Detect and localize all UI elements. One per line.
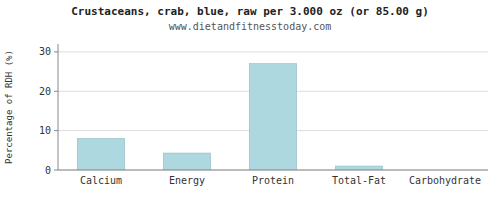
y-tick-label: 10 — [39, 125, 51, 136]
y-tick-label: 0 — [45, 165, 51, 176]
x-axis — [58, 170, 488, 171]
x-tick-label: Energy — [169, 175, 205, 186]
bars — [77, 64, 382, 170]
y-tick — [54, 51, 58, 52]
chart-svg: Crustaceans, crab, blue, raw per 3.000 o… — [0, 0, 500, 200]
bar — [335, 166, 382, 170]
bar — [249, 64, 296, 170]
grid — [58, 52, 488, 170]
chart-container: Crustaceans, crab, blue, raw per 3.000 o… — [0, 0, 500, 200]
x-tick-label: Total-Fat — [332, 175, 386, 186]
grid-line — [58, 51, 488, 52]
page: {"chart_data": {"type": "bar", "title": … — [0, 0, 500, 200]
y-tick — [54, 91, 58, 92]
y-tick — [54, 130, 58, 131]
x-ticks: Calcium Energy Protein Total-Fat Carbohydrat… — [80, 175, 481, 186]
title: Crustaceans, crab, blue, raw per 3.000 o… — [71, 5, 429, 18]
x-tick-label: Calcium — [80, 175, 122, 186]
bar — [77, 139, 124, 171]
y-tick-label: 30 — [39, 46, 51, 57]
subtitle: www.dietandfitnesstoday.com — [169, 21, 332, 32]
x-tick-label: Protein — [252, 175, 294, 186]
bar — [163, 153, 210, 170]
y-tick-label: 20 — [39, 86, 51, 97]
y-ticks: 0 10 20 30 — [39, 46, 58, 175]
y-axis-label: Percentage of RDH (%) — [4, 50, 14, 164]
grid-line — [58, 170, 488, 171]
x-tick-label: Carbohydrate — [409, 175, 481, 186]
y-tick — [54, 170, 58, 171]
y-axis — [58, 44, 59, 170]
